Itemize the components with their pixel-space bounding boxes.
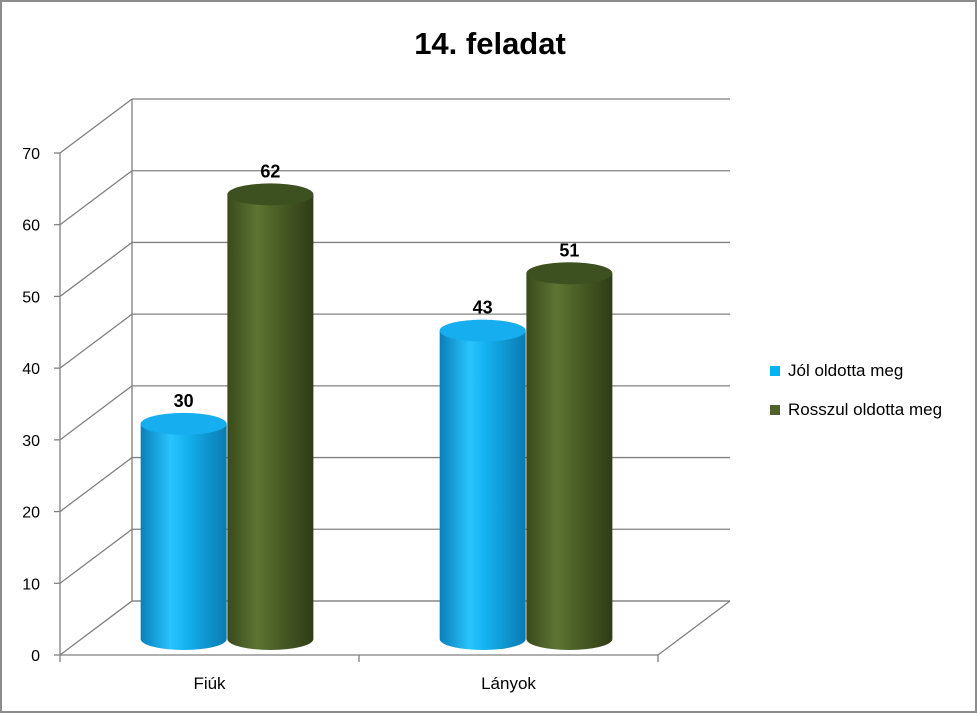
bar-body <box>526 273 613 650</box>
y-tick-label: 60 <box>22 218 40 235</box>
bar <box>140 412 227 650</box>
bar-body <box>227 194 314 650</box>
data-label: 43 <box>473 298 493 318</box>
legend-label: Jól oldotta meg <box>788 361 903 380</box>
bar <box>227 183 314 650</box>
y-tick-label: 0 <box>31 648 40 665</box>
gridline-side <box>59 170 133 226</box>
bar-top <box>526 262 613 285</box>
gridline-side <box>59 457 133 513</box>
y-tick-label: 50 <box>22 289 40 306</box>
y-tick-label: 30 <box>22 433 40 450</box>
gridline-side <box>59 600 133 656</box>
gridline-side <box>59 313 133 369</box>
gridline-side <box>59 241 133 297</box>
x-tick-label: Lányok <box>481 674 536 693</box>
bar-top <box>140 412 227 435</box>
gridline-side <box>59 98 133 154</box>
bar-body <box>439 330 526 650</box>
bar-body <box>140 423 227 650</box>
gridline-side <box>59 385 133 441</box>
bar <box>439 319 526 650</box>
chart-title: 14. feladat <box>414 26 566 61</box>
data-label: 51 <box>559 240 579 260</box>
y-tick-label: 20 <box>22 505 40 522</box>
bar-top <box>439 319 526 342</box>
data-label: 30 <box>174 391 194 411</box>
x-tick-label: Fiúk <box>193 674 226 693</box>
gridline-side <box>59 528 133 584</box>
bar-top <box>227 183 314 206</box>
floor-right-edge <box>657 600 731 656</box>
legend-swatch <box>770 366 780 376</box>
bar <box>526 262 613 650</box>
data-label: 62 <box>260 161 280 181</box>
legend-label: Rosszul oldotta meg <box>788 400 942 419</box>
y-tick-label: 70 <box>22 146 40 163</box>
y-tick-label: 40 <box>22 361 40 378</box>
y-tick-label: 10 <box>22 576 40 593</box>
legend-swatch <box>770 405 780 415</box>
